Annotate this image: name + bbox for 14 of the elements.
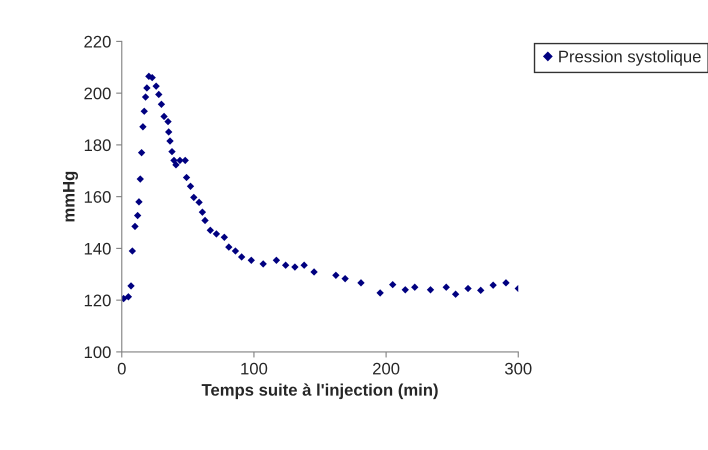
y-axis-title: mmHg (63, 172, 78, 222)
y-tick-label: 200 (84, 88, 111, 100)
legend-label: Pression systolique (559, 50, 701, 66)
x-tick-label: 200 (373, 362, 400, 375)
x-tick-label: 0 (118, 362, 126, 375)
y-tick-label: 100 (84, 346, 111, 358)
y-tick-label: 160 (84, 191, 111, 203)
x-axis-title: Temps suite à l'injection (min) (202, 383, 438, 400)
y-tick-label: 120 (84, 294, 111, 306)
y-tick-label: 220 (84, 36, 111, 48)
y-tick-label: 180 (84, 139, 111, 152)
x-tick-label: 100 (241, 362, 268, 375)
x-tick-label: 300 (504, 362, 532, 375)
y-tick-label: 140 (84, 242, 111, 255)
